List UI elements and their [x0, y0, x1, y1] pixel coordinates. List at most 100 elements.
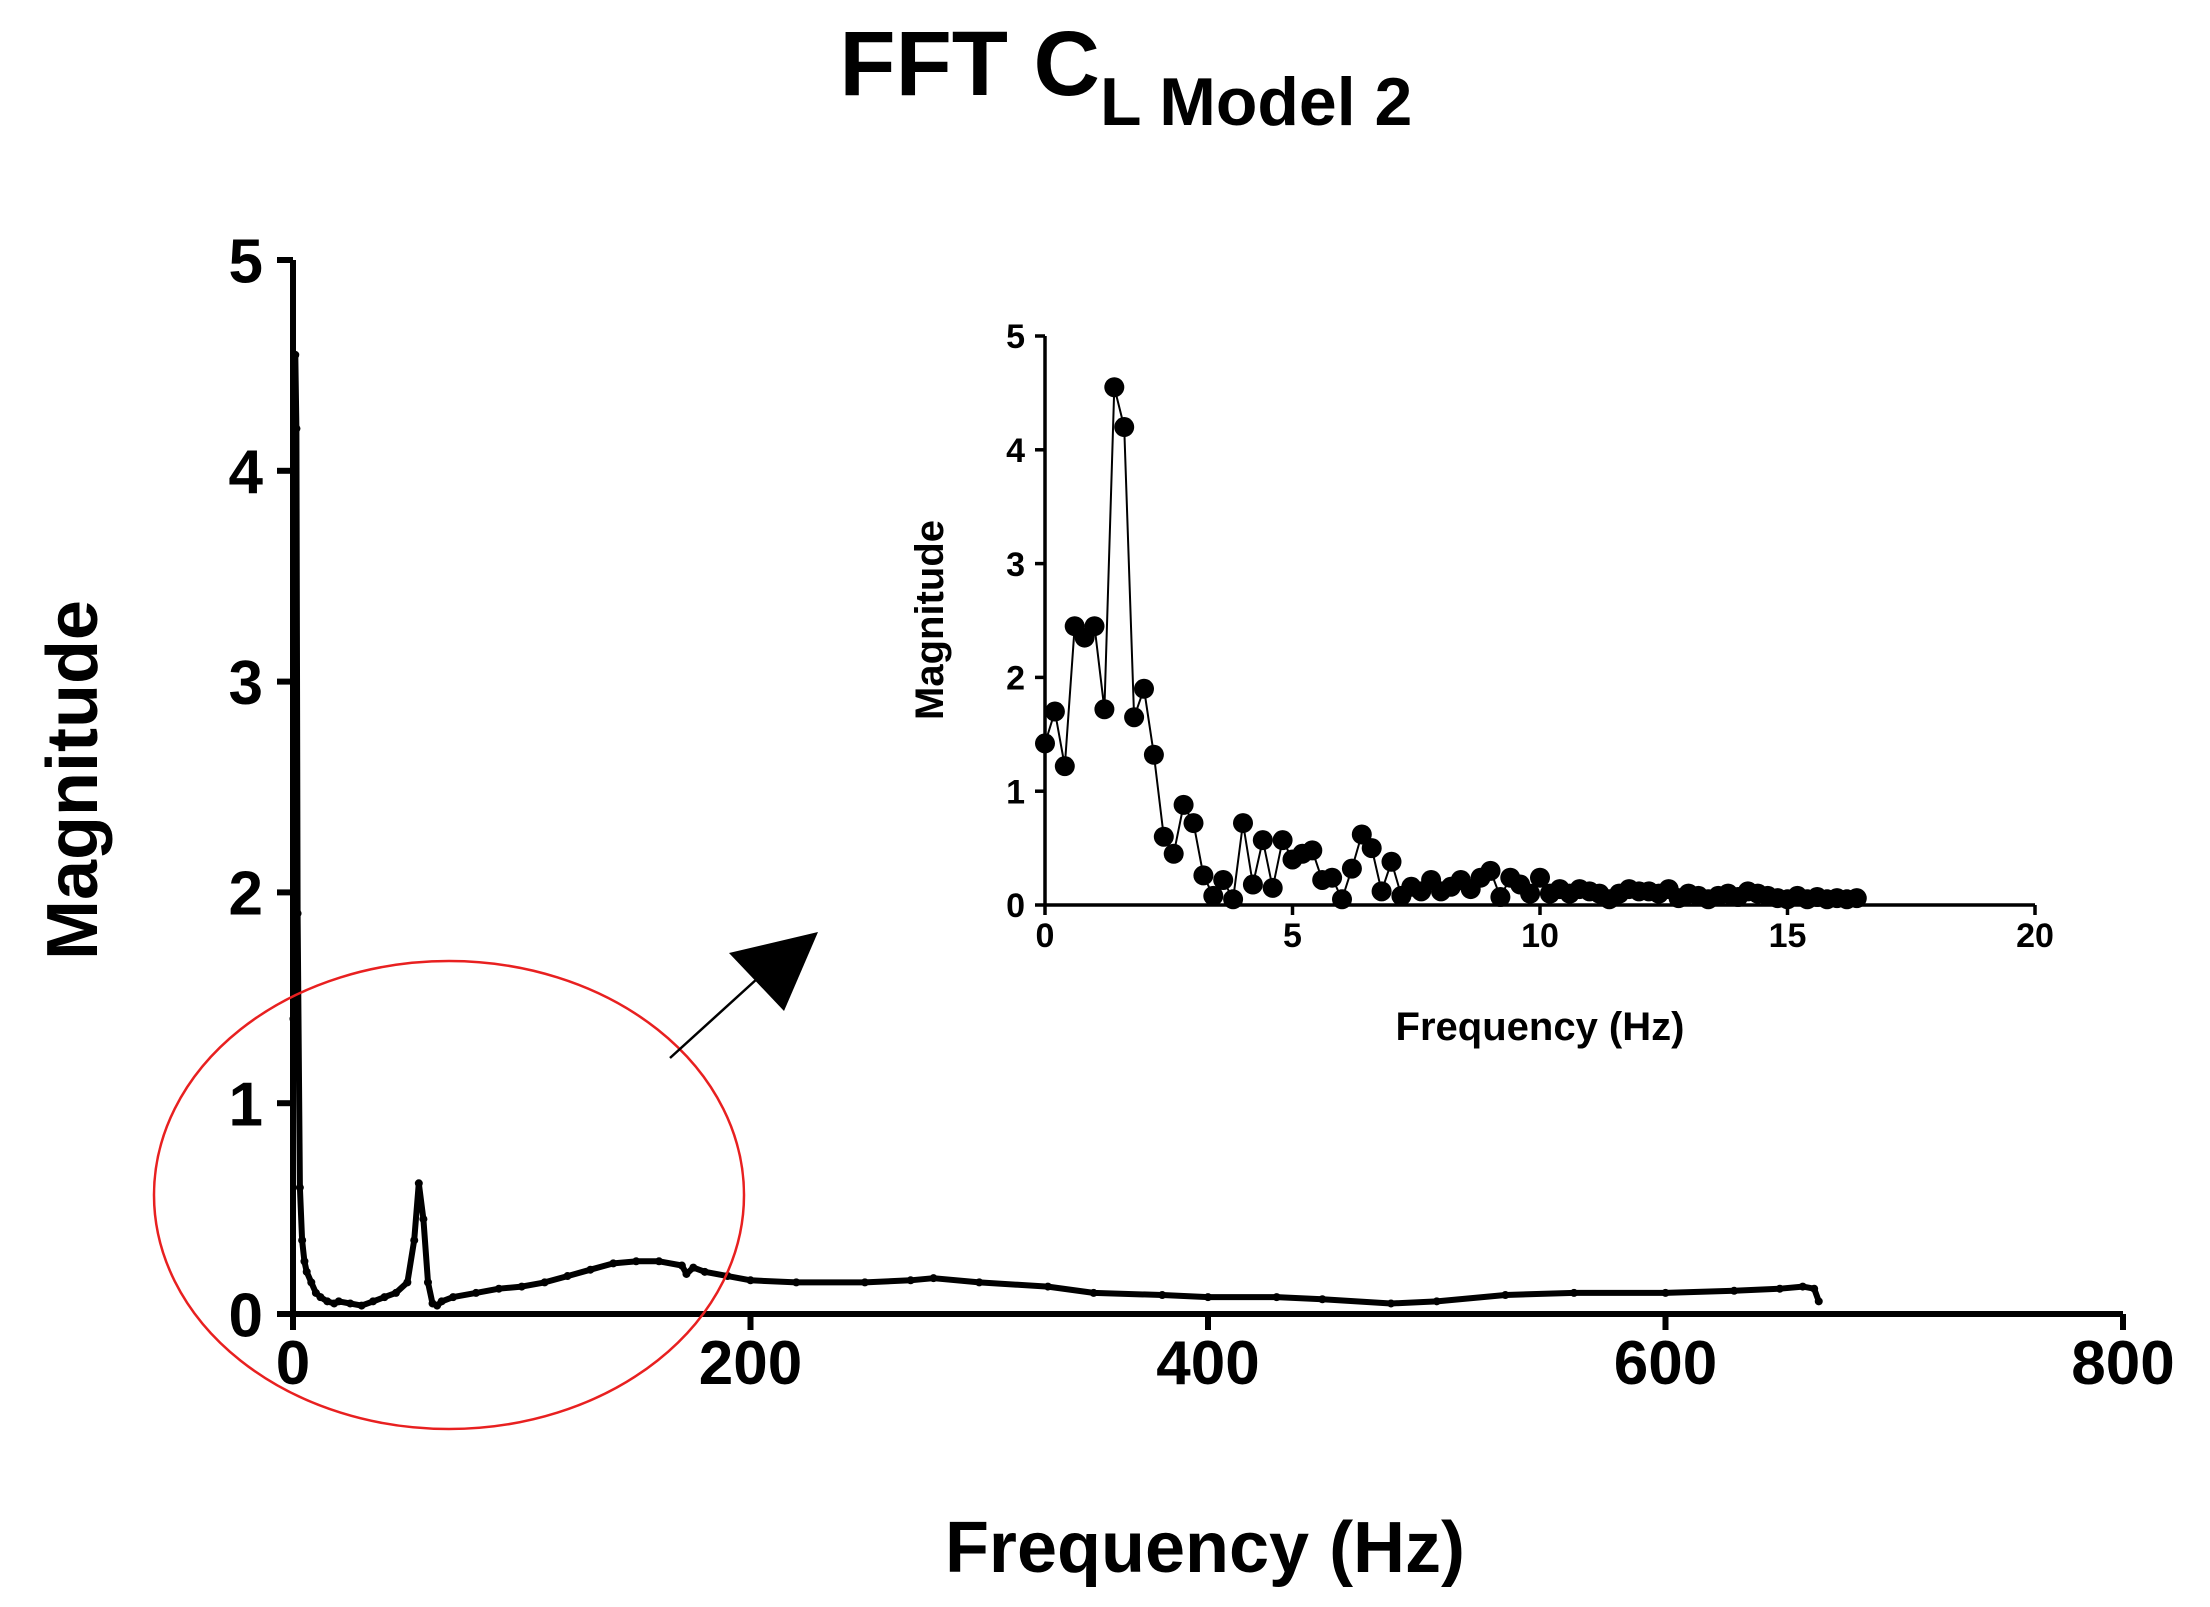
- inset-data-point: [1044, 701, 1065, 722]
- inset-data-point: [1114, 417, 1135, 438]
- main-y-tick-label: 3: [229, 649, 263, 718]
- highlight-ellipse: [152, 959, 746, 1431]
- inset-y-tick-label: 5: [1006, 318, 1025, 356]
- main-data-point: [290, 804, 299, 813]
- main-data-point: [540, 1278, 549, 1287]
- inset-data-point: [1094, 699, 1115, 720]
- main-data-point: [1661, 1288, 1670, 1297]
- inset-data-point: [1153, 826, 1174, 847]
- main-data-point: [423, 1278, 432, 1287]
- main-data-point: [563, 1272, 572, 1281]
- main-data-point: [419, 1215, 428, 1224]
- main-data-point: [1158, 1291, 1167, 1300]
- main-data-point: [792, 1278, 801, 1287]
- main-data-point: [689, 1263, 698, 1272]
- main-data-point: [906, 1276, 915, 1285]
- inset-data-point: [1104, 377, 1125, 398]
- main-data-point: [307, 1278, 316, 1287]
- inset-y-tick-label: 0: [1006, 887, 1025, 925]
- inset-x-tick-label: 20: [2016, 917, 2054, 955]
- main-data-point: [1501, 1291, 1510, 1300]
- inset-data-point: [1242, 874, 1263, 895]
- inset-data-point: [1490, 887, 1511, 908]
- inset-y-axis-label: Magnitude: [908, 520, 952, 720]
- main-y-tick-label: 2: [229, 860, 263, 929]
- main-data-point: [1089, 1288, 1098, 1297]
- chart-title-subscript: L Model 2: [1100, 64, 1412, 140]
- inset-data-point: [1035, 733, 1055, 754]
- main-data-point: [472, 1288, 480, 1297]
- main-data-point: [357, 1301, 366, 1310]
- main-data-point: [302, 1267, 311, 1276]
- inset-y-tick-label: 2: [1006, 660, 1025, 698]
- main-data-point: [632, 1257, 641, 1266]
- main-x-tick-label: 600: [1614, 1329, 1717, 1398]
- main-y-tick-label: 4: [229, 438, 264, 507]
- inset-data-point: [1084, 616, 1105, 637]
- main-data-point: [298, 1236, 307, 1245]
- main-data-point: [316, 1293, 325, 1302]
- inset-data-point: [1134, 678, 1154, 699]
- inset-x-tick-label: 5: [1283, 917, 1302, 955]
- chart-title: FFT C: [839, 13, 1100, 115]
- main-data-point: [289, 1014, 298, 1023]
- main-data-point: [380, 1293, 389, 1302]
- main-data-point: [1814, 1297, 1823, 1306]
- main-data-point: [1318, 1295, 1327, 1304]
- inset-data-point: [1173, 794, 1194, 815]
- inset-series: [1035, 377, 1867, 910]
- inset-data-point: [1163, 843, 1184, 864]
- main-data-point: [1204, 1293, 1212, 1302]
- main-data-point: [1387, 1299, 1395, 1308]
- inset-data-point: [1322, 867, 1343, 888]
- main-series-line: [290, 351, 1822, 1309]
- main-x-tick-label: 200: [699, 1329, 802, 1398]
- inset-data-point: [1193, 865, 1214, 886]
- inset-data-point: [1272, 830, 1293, 851]
- main-data-point: [292, 424, 301, 433]
- inset-data-point: [1341, 858, 1362, 879]
- main-data-point: [295, 1183, 304, 1192]
- main-data-point: [369, 1297, 378, 1306]
- main-data-point: [1775, 1284, 1784, 1293]
- main-data-point: [293, 909, 302, 918]
- inset-data-point: [1213, 869, 1234, 890]
- main-data-point: [291, 350, 300, 359]
- main-y-axis-label: Magnitude: [33, 600, 113, 960]
- inset-data-point: [1530, 867, 1550, 888]
- main-data-point: [1272, 1293, 1281, 1302]
- main-data-point: [1432, 1297, 1441, 1306]
- inset-data-point: [1124, 707, 1145, 728]
- inset-x-tick-label: 10: [1521, 917, 1559, 955]
- inset-data-point: [1203, 885, 1224, 906]
- inset-data-point: [1361, 838, 1382, 859]
- main-data-point: [391, 1288, 400, 1297]
- main-data-point: [410, 1236, 419, 1245]
- main-data-point: [346, 1299, 355, 1308]
- main-x-axis-label: Frequency (Hz): [945, 1508, 1465, 1588]
- inset-x-tick-label: 15: [1769, 917, 1807, 955]
- inset-data-point: [1332, 889, 1352, 910]
- main-data-point: [1043, 1282, 1052, 1291]
- main-data-point: [746, 1276, 755, 1285]
- main-data-point: [860, 1278, 869, 1287]
- main-data-point: [1730, 1286, 1739, 1295]
- main-data-point: [586, 1265, 595, 1274]
- main-data-point: [677, 1261, 686, 1270]
- main-data-point: [300, 1257, 309, 1266]
- arrow-to-inset-head: [729, 932, 818, 1011]
- main-data-point: [655, 1257, 663, 1266]
- main-data-point: [437, 1297, 446, 1306]
- inset-data-point: [1520, 883, 1541, 904]
- main-data-point: [975, 1278, 984, 1287]
- main-y-tick-label: 5: [229, 227, 263, 296]
- main-series: [289, 350, 1823, 1310]
- inset-data-point: [1371, 881, 1392, 902]
- main-data-point: [929, 1274, 938, 1283]
- main-data-point: [323, 1297, 332, 1306]
- main-data-point: [334, 1297, 343, 1306]
- inset-data-point: [1262, 877, 1283, 898]
- inset-data-point: [1302, 840, 1323, 861]
- inset-axes: 0 5 10 15 20 0 1 2 3 4 5: [1006, 318, 2054, 955]
